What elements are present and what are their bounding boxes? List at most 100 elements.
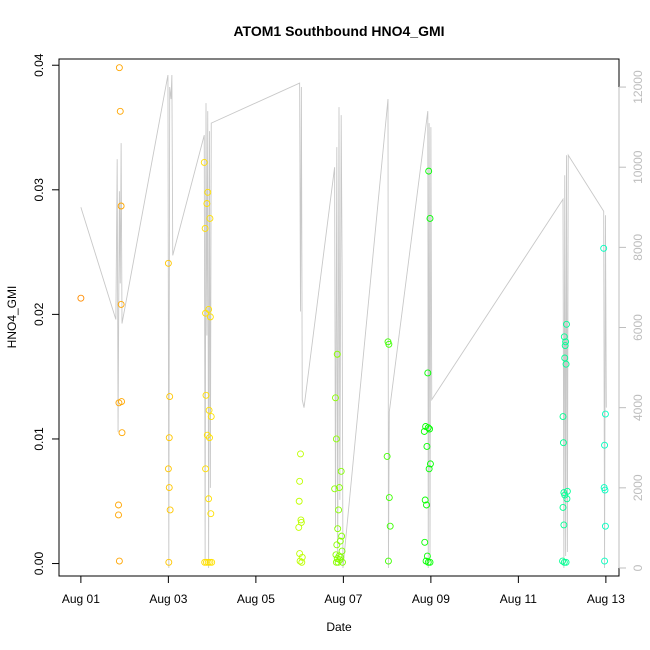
data-point [166, 393, 174, 401]
data-point [426, 425, 434, 433]
data-point [335, 484, 343, 491]
data-point [425, 167, 433, 175]
data-point [117, 202, 125, 210]
data-point [561, 354, 569, 362]
data-point [164, 259, 172, 267]
data-point [335, 506, 343, 514]
data-point [426, 460, 434, 468]
secondary-y-tick-label: 0 [631, 564, 645, 571]
data-point [115, 501, 122, 509]
data-point [336, 537, 344, 545]
data-point [202, 391, 210, 399]
data-point [164, 465, 172, 473]
data-point [115, 557, 123, 565]
secondary-y-axis: 0 2000 4000 6000 8000 10000 12000 [618, 70, 645, 571]
data-point [115, 64, 123, 72]
data-point [297, 516, 305, 524]
data-point [297, 518, 305, 526]
data-point [337, 467, 345, 475]
data-point [201, 224, 209, 232]
y-tick-label: 0.01 [32, 427, 46, 451]
data-point [563, 495, 571, 503]
data-point [424, 558, 432, 566]
data-point [562, 338, 570, 346]
data-point [559, 504, 567, 511]
x-tick-label: Aug 05 [237, 592, 275, 606]
data-point [426, 558, 434, 566]
data-point [559, 439, 567, 447]
x-tick-label: Aug 13 [587, 592, 625, 606]
data-point [563, 487, 571, 495]
y-tick-label: 0.02 [32, 302, 46, 326]
data-point [205, 305, 213, 313]
data-point [116, 107, 124, 115]
x-tick-label: Aug 03 [149, 592, 187, 606]
data-point [332, 394, 339, 402]
secondary-y-tick-label: 2000 [631, 474, 645, 501]
data-point [206, 215, 214, 222]
data-point [205, 406, 213, 414]
data-point [334, 558, 342, 566]
data-point [296, 477, 304, 485]
data-point [296, 557, 304, 565]
y-tick-label: 0.04 [32, 53, 46, 77]
data-point [298, 553, 306, 561]
data-point [559, 557, 567, 565]
data-point [601, 557, 609, 565]
data-point [601, 410, 609, 418]
data-point [201, 558, 209, 566]
secondary-series-layer [80, 74, 607, 569]
data-point [118, 429, 126, 437]
secondary-y-tick-label: 10000 [631, 150, 645, 184]
data-point [295, 497, 303, 505]
y-tick-label: 0.03 [32, 178, 46, 202]
data-point [563, 320, 570, 328]
secondary-series-line [80, 74, 607, 569]
data-point [165, 484, 173, 491]
y-tick-label: 0.00 [32, 552, 46, 576]
data-point [424, 424, 432, 432]
data-point [332, 558, 340, 566]
data-point [559, 413, 567, 420]
secondary-y-tick-label: 4000 [631, 394, 645, 421]
x-tick-label: Aug 11 [500, 592, 537, 606]
data-point [601, 522, 609, 530]
data-point [386, 522, 394, 530]
data-point [561, 342, 569, 349]
secondary-y-tick-label: 8000 [631, 234, 645, 261]
data-point [333, 541, 341, 549]
data-point [560, 521, 568, 529]
x-axis: Aug 01 Aug 03 Aug 05 Aug 07 Aug 09 Aug 11 Aug … [62, 575, 625, 606]
data-point [297, 450, 304, 458]
data-point [206, 558, 214, 566]
data-point [600, 244, 608, 252]
data-point [202, 558, 210, 566]
data-point [423, 442, 431, 450]
x-tick-label: Aug 07 [324, 592, 362, 606]
data-point [562, 558, 570, 566]
data-point [77, 294, 85, 302]
x-axis-label: Date [326, 620, 352, 634]
data-point [166, 506, 174, 514]
data-point [385, 340, 393, 348]
data-point [421, 538, 429, 546]
data-point [200, 158, 208, 166]
data-point [601, 486, 609, 494]
data-point [207, 413, 215, 420]
data-point [383, 452, 391, 460]
data-point [117, 300, 125, 308]
data-point [424, 369, 432, 377]
data-point [423, 501, 430, 509]
data-point [118, 398, 126, 406]
y-axis-label: HNO4_GMI [5, 286, 19, 349]
data-point [331, 485, 339, 493]
data-point [421, 496, 429, 504]
chart-title: ATOM1 Southbound HNO4_GMI [233, 23, 444, 39]
data-point [115, 511, 122, 519]
data-point [202, 465, 210, 473]
data-point [206, 313, 214, 321]
data-point [165, 434, 173, 442]
data-point [334, 525, 342, 533]
data-points-layer [77, 64, 609, 566]
